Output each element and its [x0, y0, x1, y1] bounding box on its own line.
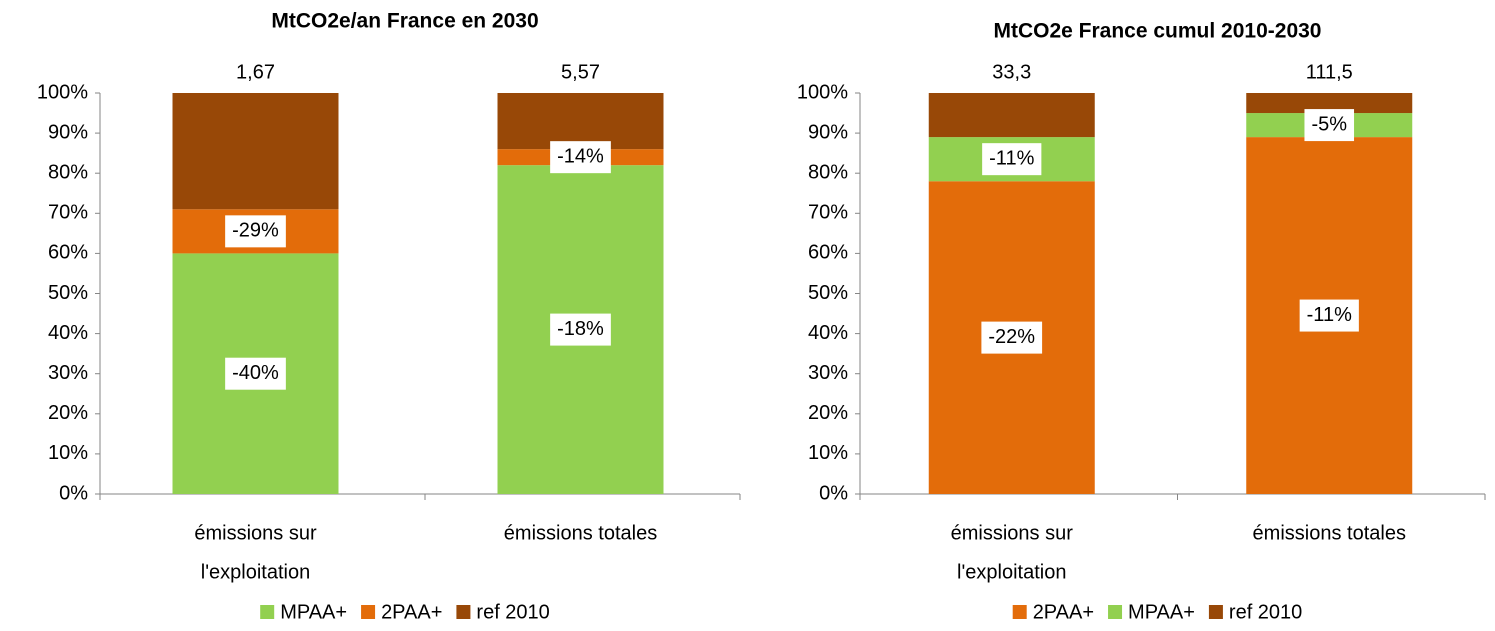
x-tick-label: l'exploitation: [957, 561, 1066, 583]
y-tick-label: 0%: [59, 482, 88, 504]
y-tick-label: 30%: [48, 362, 88, 384]
legend-swatch: [1208, 605, 1223, 619]
annotation: -11%: [989, 147, 1034, 169]
annotation-box: [225, 357, 286, 390]
y-tick-label: 0%: [819, 482, 848, 504]
y-tick-label: 20%: [808, 402, 848, 424]
y-tick-label: 20%: [48, 402, 88, 424]
annotation-box: [550, 141, 611, 174]
legend-label: ref 2010: [1229, 601, 1302, 623]
annotation: -18%: [557, 318, 604, 340]
annotation-box: [225, 215, 286, 248]
y-tick-label: 50%: [808, 282, 848, 304]
annotation: -14%: [557, 145, 604, 167]
legend-label: MPAA+: [1128, 601, 1195, 623]
annotation-box: [982, 143, 1042, 176]
bar-segment: [497, 93, 664, 150]
legend-swatch: [1012, 605, 1027, 619]
x-tick-label: émissions sur: [951, 522, 1074, 544]
x-tick-label: émissions totales: [1253, 522, 1406, 544]
bar-segment: [172, 93, 339, 210]
legend-swatch: [456, 605, 471, 619]
y-tick-label: 60%: [48, 242, 88, 264]
y-tick-label: 10%: [808, 442, 848, 464]
annotation-box: [550, 313, 611, 346]
legend-swatch: [361, 605, 376, 619]
annotation: -40%: [232, 362, 279, 384]
annotation-box: [981, 321, 1043, 354]
y-tick-label: 30%: [808, 362, 848, 384]
total-label: 111,5: [1306, 61, 1353, 83]
annotation: -5%: [1311, 113, 1347, 135]
chart-title: MtCO2e/an France en 2030: [271, 10, 538, 33]
y-tick-label: 40%: [48, 322, 88, 344]
legend-label: 2PAA+: [381, 601, 442, 623]
legend-label: 2PAA+: [1033, 601, 1094, 623]
chart-title: MtCO2e France cumul 2010-2030: [994, 20, 1322, 43]
y-tick-label: 90%: [48, 121, 88, 143]
y-tick-label: 100%: [37, 81, 88, 103]
y-tick-label: 70%: [48, 202, 88, 224]
annotation-box: [1299, 299, 1359, 332]
y-tick-label: 90%: [808, 121, 848, 143]
y-tick-label: 40%: [808, 322, 848, 344]
annotation: -11%: [1307, 304, 1352, 326]
y-tick-label: 70%: [808, 202, 848, 224]
y-tick-label: 10%: [48, 442, 88, 464]
legend-swatch: [1108, 605, 1123, 619]
y-tick-label: 60%: [808, 242, 848, 264]
legend-label: ref 2010: [476, 601, 549, 623]
y-tick-label: 50%: [48, 282, 88, 304]
total-label: 5,57: [561, 61, 600, 83]
total-label: 33,3: [992, 61, 1031, 83]
y-tick-label: 80%: [808, 161, 848, 183]
total-label: 1,67: [236, 61, 275, 83]
bar-segment: [1246, 93, 1413, 114]
y-tick-label: 80%: [48, 161, 88, 183]
annotation: -22%: [988, 326, 1035, 348]
legend-label: MPAA+: [280, 601, 347, 623]
bar-segment: [928, 93, 1095, 138]
x-tick-label: l'exploitation: [201, 561, 310, 583]
y-tick-label: 100%: [797, 81, 848, 103]
annotation: -29%: [232, 220, 279, 242]
legend-swatch: [260, 605, 275, 619]
x-tick-label: émissions sur: [194, 522, 317, 544]
annotation-box: [1304, 109, 1355, 142]
x-tick-label: émissions totales: [504, 522, 657, 544]
